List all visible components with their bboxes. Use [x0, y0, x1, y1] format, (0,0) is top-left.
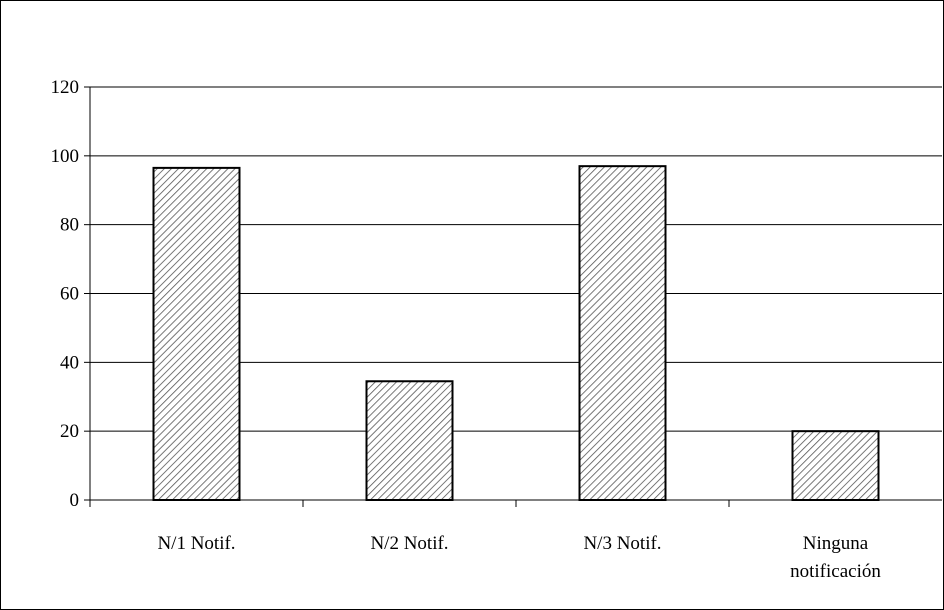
x-category-label: notificación [790, 561, 881, 582]
y-tick-label: 100 [51, 146, 80, 167]
x-category-label: N/3 Notif. [583, 533, 661, 554]
y-tick-label: 60 [60, 284, 79, 305]
x-category-label: N/1 Notif. [157, 533, 235, 554]
y-tick-label: 120 [51, 77, 80, 98]
y-tick-label: 20 [60, 421, 79, 442]
bar [365, 380, 454, 502]
bars [152, 165, 880, 502]
x-category-label: N/2 Notif. [370, 533, 448, 554]
bar [578, 165, 667, 502]
y-tick-label: 0 [70, 490, 80, 511]
labels: 0 20 40 60 80 100 120 N/1 Notif. N/2 Notif. N/3 N… [51, 77, 882, 582]
axes [84, 86, 942, 507]
bar [791, 430, 880, 501]
y-tick-label: 40 [60, 352, 79, 373]
x-category-label: Ninguna [803, 533, 869, 554]
y-tick-label: 80 [60, 215, 79, 236]
bar [152, 166, 241, 501]
